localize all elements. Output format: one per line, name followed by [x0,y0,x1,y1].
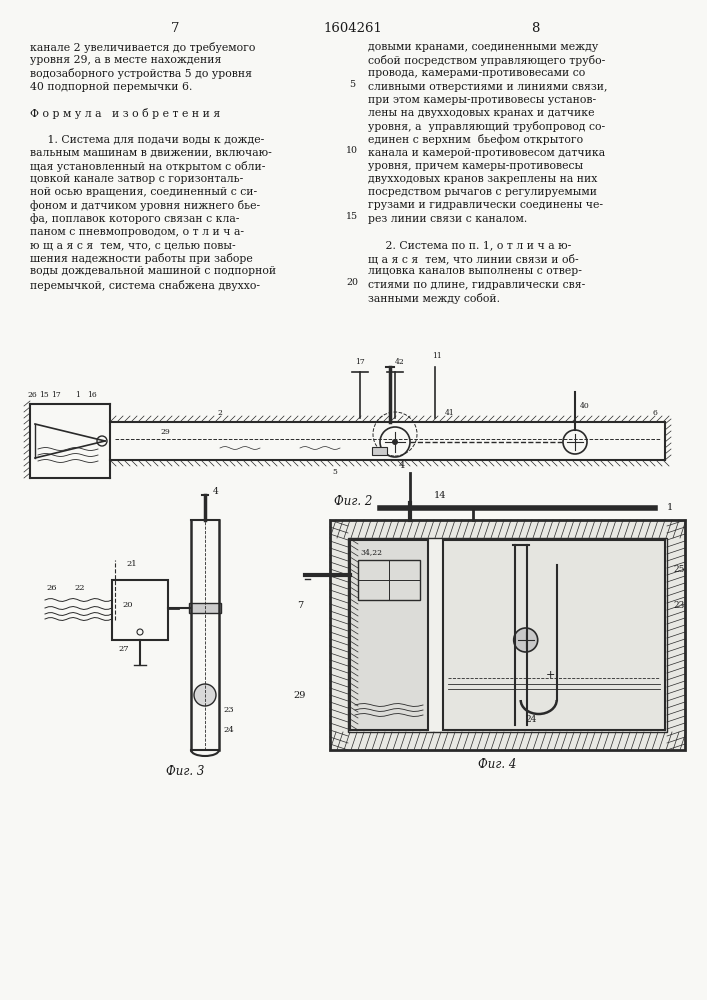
Text: цовкой канале затвор с горизонталь-: цовкой канале затвор с горизонталь- [30,174,243,184]
Text: 29: 29 [160,428,170,436]
Text: собой посредством управляющего трубо-: собой посредством управляющего трубо- [368,55,605,66]
Text: 7: 7 [297,600,303,609]
Text: грузами и гидравлически соединены че-: грузами и гидравлически соединены че- [368,200,603,210]
Text: 42: 42 [395,358,405,366]
Text: 22: 22 [75,584,86,592]
Circle shape [392,439,398,445]
Text: щая установленный на открытом с обли-: щая установленный на открытом с обли- [30,161,265,172]
Text: 6: 6 [653,409,658,417]
Text: 2: 2 [218,409,223,417]
Text: 2. Система по п. 1, о т л и ч а ю-: 2. Система по п. 1, о т л и ч а ю- [368,240,571,250]
Text: шения надежности работы при заборе: шения надежности работы при заборе [30,253,252,264]
Text: уровня 29, а в месте нахождения: уровня 29, а в месте нахождения [30,55,221,65]
Text: 5: 5 [349,80,355,89]
Text: сливными отверстиями и линиями связи,: сливными отверстиями и линиями связи, [368,82,607,92]
Text: 21: 21 [127,560,137,568]
Text: 27: 27 [119,645,129,653]
Circle shape [194,684,216,706]
Text: 1. Система для подачи воды к дожде-: 1. Система для подачи воды к дожде- [30,134,264,144]
Text: лицовка каналов выполнены с отвер-: лицовка каналов выполнены с отвер- [368,266,582,276]
Bar [372,447,387,455]
Text: двухходовых кранов закреплены на них: двухходовых кранов закреплены на них [368,174,597,184]
Text: ной осью вращения, соединенный с си-: ной осью вращения, соединенный с си- [30,187,257,197]
Bar [443,540,665,730]
Text: 17: 17 [355,358,365,366]
Text: единен с верхним  бьефом открытого: единен с верхним бьефом открытого [368,134,583,145]
Text: 24: 24 [525,715,537,724]
Text: 26: 26 [47,584,57,592]
Text: Фиг. 4: Фиг. 4 [479,758,517,771]
Text: 16: 16 [87,391,97,399]
Text: 20: 20 [346,278,358,287]
Text: 11: 11 [432,352,442,360]
Text: канале 2 увеличивается до требуемого: канале 2 увеличивается до требуемого [30,42,255,53]
Text: 20: 20 [122,601,132,609]
Text: паном с пневмопроводом, о т л и ч а-: паном с пневмопроводом, о т л и ч а- [30,227,244,237]
Text: рез линии связи с каналом.: рез линии связи с каналом. [368,214,527,224]
Bar [348,538,667,732]
Text: канала и камерой-противовесом датчика: канала и камерой-противовесом датчика [368,148,605,158]
Text: воды дождевальной машиной с подпорной: воды дождевальной машиной с подпорной [30,266,276,276]
Text: 40: 40 [580,402,590,410]
Bar [189,603,221,613]
Text: уровня, а  управляющий трубопровод со-: уровня, а управляющий трубопровод со- [368,121,605,132]
Circle shape [514,628,538,652]
Text: при этом камеры-противовесы установ-: при этом камеры-противовесы установ- [368,95,596,105]
Text: Фиг. 2: Фиг. 2 [334,495,372,508]
Bar [350,540,428,730]
Text: 24: 24 [223,726,234,734]
Text: Ф о р м у л а   и з о б р е т е н и я: Ф о р м у л а и з о б р е т е н и я [30,108,221,119]
Text: 8: 8 [531,22,539,35]
Text: 5: 5 [332,468,337,476]
Text: стиями по длине, гидравлически свя-: стиями по длине, гидравлически свя- [368,280,585,290]
Text: провода, камерами-противовесами со: провода, камерами-противовесами со [368,68,585,78]
Text: +: + [546,670,556,680]
Text: щ а я с я  тем, что линии связи и об-: щ а я с я тем, что линии связи и об- [368,253,578,264]
Text: фоном и датчиком уровня нижнего бье-: фоном и датчиком уровня нижнего бье- [30,200,260,211]
Text: 15: 15 [346,212,358,221]
Text: занными между собой.: занными между собой. [368,293,500,304]
Text: 40 подпорной перемычки 6.: 40 подпорной перемычки 6. [30,82,192,92]
Text: 14: 14 [434,491,446,500]
Text: 10: 10 [346,146,358,155]
Text: 26: 26 [27,391,37,399]
Text: 23: 23 [673,600,684,609]
Text: 41: 41 [445,409,455,417]
Text: посредством рычагов с регулируемыми: посредством рычагов с регулируемыми [368,187,597,197]
Text: 15: 15 [39,391,49,399]
Text: 4: 4 [399,461,405,470]
Text: водозаборного устройства 5 до уровня: водозаборного устройства 5 до уровня [30,68,252,79]
Text: ю щ а я с я  тем, что, с целью повы-: ю щ а я с я тем, что, с целью повы- [30,240,235,250]
Bar [330,520,685,750]
Text: 25: 25 [673,566,684,574]
Text: лены на двухходовых кранах и датчике: лены на двухходовых кранах и датчике [368,108,595,118]
Text: 4: 4 [213,488,218,496]
Text: уровня, причем камеры-противовесы: уровня, причем камеры-противовесы [368,161,583,171]
Bar [112,580,168,640]
Text: фа, поплавок которого связан с кла-: фа, поплавок которого связан с кла- [30,214,240,224]
Text: перемычкой, система снабжена двуххо-: перемычкой, система снабжена двуххо- [30,280,260,291]
Text: 7: 7 [171,22,180,35]
Text: 23: 23 [223,706,233,714]
Text: 1604261: 1604261 [324,22,382,35]
Text: 34,22: 34,22 [360,548,382,556]
Text: 1: 1 [76,391,81,399]
Text: 1: 1 [667,503,673,512]
Bar [358,560,420,600]
Text: Фиг. 3: Фиг. 3 [166,765,204,778]
Text: 17: 17 [51,391,61,399]
Text: вальным машинам в движении, включаю-: вальным машинам в движении, включаю- [30,148,271,158]
Text: довыми кранами, соединенными между: довыми кранами, соединенными между [368,42,598,52]
Text: 29: 29 [294,690,306,700]
